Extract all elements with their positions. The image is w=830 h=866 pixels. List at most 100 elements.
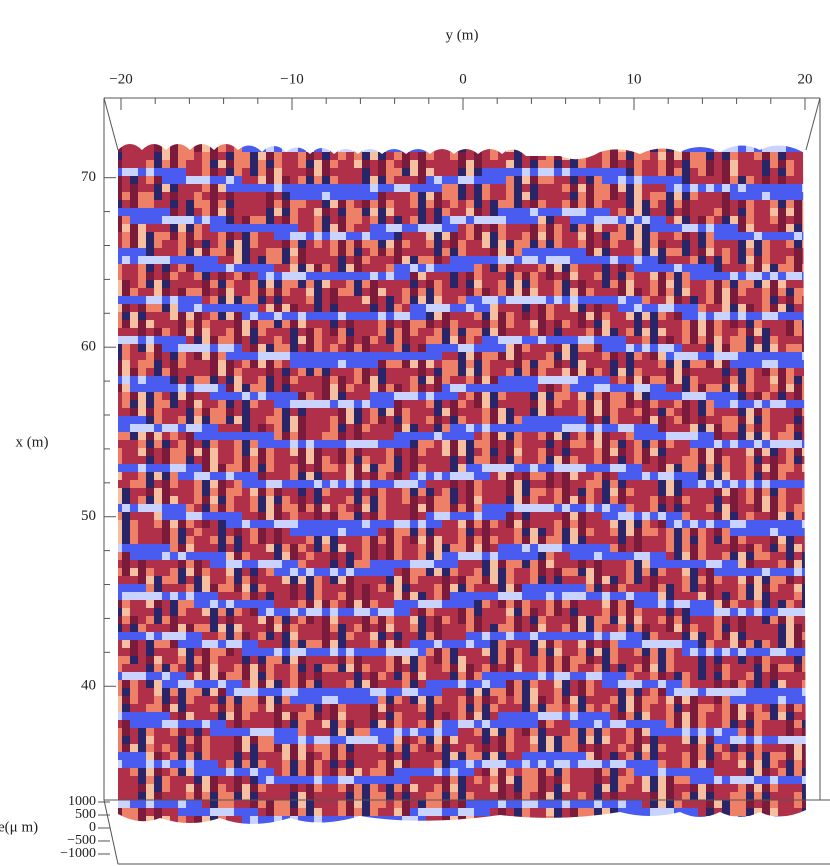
surface-cell <box>442 312 450 320</box>
surface-cell <box>354 336 362 344</box>
surface-cell <box>322 536 330 544</box>
surface-cell <box>410 240 418 248</box>
surface-cell <box>602 544 610 552</box>
surface-cell <box>442 344 450 352</box>
surface-cell <box>714 400 722 408</box>
surface-cell <box>666 520 674 528</box>
surface-cell <box>474 248 482 256</box>
surface-cell <box>466 416 474 424</box>
surface-cell <box>514 544 522 552</box>
surface-cell <box>290 272 298 280</box>
surface-cell <box>562 360 570 368</box>
surface-cell <box>378 264 386 272</box>
surface-cell <box>802 392 806 400</box>
surface-cell <box>218 480 226 488</box>
surface-cell <box>242 344 250 352</box>
surface-cell <box>730 424 738 432</box>
surface-cell <box>610 496 618 504</box>
surface-cell <box>538 136 546 144</box>
surface-cell <box>714 536 722 544</box>
surface-cell <box>674 208 682 216</box>
surface-cell <box>418 592 426 600</box>
surface-cell <box>346 368 354 376</box>
surface-cell <box>378 256 386 264</box>
surface-cell <box>146 232 154 240</box>
surface-cell <box>266 336 274 344</box>
surface-cell <box>626 232 634 240</box>
surface-cell <box>418 528 426 536</box>
surface-cell <box>298 392 306 400</box>
surface-cell <box>306 312 314 320</box>
surface-cell <box>642 304 650 312</box>
surface-cell <box>682 560 690 568</box>
surface-cell <box>410 440 418 448</box>
surface-cell <box>690 432 698 440</box>
surface-cell <box>498 176 506 184</box>
surface-cell <box>122 392 130 400</box>
surface-cell <box>178 552 186 560</box>
surface-cell <box>274 432 282 440</box>
surface-cell <box>370 232 378 240</box>
surface-cell <box>722 248 730 256</box>
surface-cell <box>634 408 642 416</box>
surface-cell <box>298 240 306 248</box>
surface-cell <box>506 456 514 464</box>
surface-cell <box>250 568 258 576</box>
surface-cell <box>118 304 122 312</box>
surface-cell <box>314 408 322 416</box>
surface-cell <box>322 568 330 576</box>
surface-cell <box>538 368 546 376</box>
surface-cell <box>746 512 754 520</box>
surface-cell <box>466 480 474 488</box>
surface-cell <box>418 312 426 320</box>
surface-cell <box>746 472 754 480</box>
surface-cell <box>722 336 730 344</box>
surface-cell <box>274 360 282 368</box>
surface-cell <box>122 432 130 440</box>
surface-cell <box>130 232 138 240</box>
surface-cell <box>194 144 202 152</box>
surface-cell <box>258 592 266 600</box>
surface-cell <box>426 376 434 384</box>
surface-cell <box>170 464 178 472</box>
surface-cell <box>162 320 170 328</box>
surface-cell <box>466 392 474 400</box>
surface-cell <box>458 184 466 192</box>
surface-cell <box>178 520 186 528</box>
surface-cell <box>402 240 410 248</box>
surface-cell <box>522 400 530 408</box>
surface-cell <box>666 544 674 552</box>
surface-cell <box>474 488 482 496</box>
surface-cell <box>506 416 514 424</box>
surface-cell <box>378 504 386 512</box>
surface-cell <box>554 216 562 224</box>
surface-cell <box>746 176 754 184</box>
surface-cell <box>594 544 602 552</box>
surface-cell <box>746 328 754 336</box>
surface-cell <box>378 456 386 464</box>
surface-cell <box>362 336 370 344</box>
surface-cell <box>746 552 754 560</box>
surface-cell <box>434 360 442 368</box>
surface-cell <box>298 480 306 488</box>
surface-cell <box>594 272 602 280</box>
surface-cell <box>778 528 786 536</box>
surface-cell <box>386 504 394 512</box>
surface-cell <box>210 440 218 448</box>
surface-cell <box>170 240 178 248</box>
surface-cell <box>746 160 754 168</box>
surface-cell <box>370 248 378 256</box>
surface-cell <box>298 536 306 544</box>
surface-cell <box>530 536 538 544</box>
surface-cell <box>322 352 330 360</box>
surface-cell <box>442 144 450 152</box>
surface-cell <box>378 200 386 208</box>
surface-cell <box>306 584 314 592</box>
surface-cell <box>474 320 482 328</box>
surface-cell <box>666 488 674 496</box>
surface-cell <box>202 312 210 320</box>
surface-cell <box>130 224 138 232</box>
surface-cell <box>298 424 306 432</box>
surface-cell <box>298 232 306 240</box>
surface-cell <box>426 560 434 568</box>
